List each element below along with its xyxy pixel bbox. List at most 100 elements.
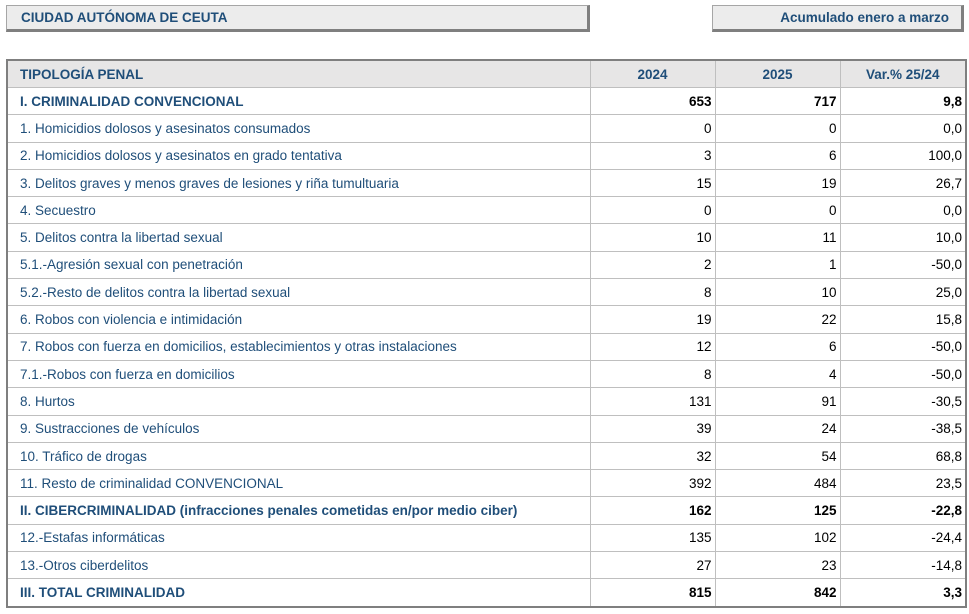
table-row: 5.1.-Agresión sexual con penetración 2 1 -5…: [6, 250, 967, 280]
table-row: 7. Robos con fuerza en domicilios, estab…: [6, 332, 967, 361]
table-row: 3. Delitos graves y menos graves de lesi…: [6, 168, 967, 198]
value-2025: 717: [714, 86, 841, 116]
value-2025: 54: [714, 441, 841, 471]
table-row: 12.-Estafas informáticas 135 102 -24,4: [6, 523, 967, 553]
value-2024: 815: [589, 578, 716, 608]
row-label: 7. Robos con fuerza en domicilios, estab…: [6, 332, 591, 361]
value-2024: 2: [589, 250, 716, 280]
row-label: 9. Sustracciones de vehículos: [6, 414, 591, 443]
value-2025: 23: [714, 551, 841, 580]
value-2024: 0: [589, 196, 716, 225]
row-label: 12.-Estafas informáticas: [6, 523, 591, 553]
row-label: 5.2.-Resto de delitos contra la libertad…: [6, 278, 591, 307]
value-2024: 392: [589, 469, 716, 498]
variation-value: -14,8: [839, 551, 967, 580]
variation-value: 9,8: [839, 86, 967, 116]
variation-value: -30,5: [839, 387, 967, 416]
table-row: 9. Sustracciones de vehículos 39 24 -38,5: [6, 414, 967, 443]
row-label: 1. Homicidios dolosos y asesinatos consu…: [6, 114, 591, 143]
value-2025: 11: [714, 223, 841, 252]
value-2024: 39: [589, 414, 716, 443]
value-2024: 12: [589, 332, 716, 361]
variation-value: 23,5: [839, 469, 967, 498]
value-2025: 842: [714, 578, 841, 608]
variation-value: 0,0: [839, 114, 967, 143]
variation-value: 3,3: [839, 578, 967, 608]
variation-value: 26,7: [839, 168, 967, 198]
value-2024: 135: [589, 523, 716, 553]
value-2024: 162: [589, 496, 716, 525]
region-title: CIUDAD AUTÓNOMA DE CEUTA: [6, 5, 590, 32]
row-label: 11. Resto de criminalidad CONVENCIONAL: [6, 469, 591, 498]
value-2025: 10: [714, 278, 841, 307]
value-2025: 91: [714, 387, 841, 416]
table-row: 5. Delitos contra la libertad sexual 10 11…: [6, 223, 967, 252]
variation-value: -24,4: [839, 523, 967, 553]
variation-value: 100,0: [839, 141, 967, 170]
variation-value: -50,0: [839, 359, 967, 389]
table-row: II. CIBERCRIMINALIDAD (infracciones pena…: [6, 496, 967, 525]
variation-value: -50,0: [839, 332, 967, 361]
row-label: 10. Tráfico de drogas: [6, 441, 591, 471]
variation-value: 25,0: [839, 278, 967, 307]
column-header-2025: 2025: [714, 59, 841, 88]
row-label: 5.1.-Agresión sexual con penetración: [6, 250, 591, 280]
value-2025: 102: [714, 523, 841, 553]
value-2024: 10: [589, 223, 716, 252]
row-label: 8. Hurtos: [6, 387, 591, 416]
table-header-row: TIPOLOGÍA PENAL 2024 2025 Var.% 25/24: [6, 59, 967, 88]
row-label: I. CRIMINALIDAD CONVENCIONAL: [6, 86, 591, 116]
column-header-tipologia: TIPOLOGÍA PENAL: [6, 59, 591, 88]
table-row: 6. Robos con violencia e intimidación 19 2…: [6, 305, 967, 334]
variation-value: -22,8: [839, 496, 967, 525]
value-2024: 27: [589, 551, 716, 580]
variation-value: -38,5: [839, 414, 967, 443]
row-label: 6. Robos con violencia e intimidación: [6, 305, 591, 334]
value-2024: 15: [589, 168, 716, 198]
value-2024: 3: [589, 141, 716, 170]
variation-value: 10,0: [839, 223, 967, 252]
table-row: 8. Hurtos 131 91 -30,5: [6, 387, 967, 416]
crime-statistics-table: TIPOLOGÍA PENAL 2024 2025 Var.% 25/24 I.…: [6, 59, 967, 608]
table-row: III. TOTAL CRIMINALIDAD 815 842 3,3: [6, 578, 967, 608]
value-2024: 8: [589, 359, 716, 389]
value-2025: 0: [714, 196, 841, 225]
row-label: III. TOTAL CRIMINALIDAD: [6, 578, 591, 608]
table-row: 2. Homicidios dolosos y asesinatos en gr…: [6, 141, 967, 170]
table-row: 11. Resto de criminalidad CONVENCIONAL 39…: [6, 469, 967, 498]
value-2024: 32: [589, 441, 716, 471]
value-2025: 6: [714, 332, 841, 361]
value-2025: 6: [714, 141, 841, 170]
table-row: 5.2.-Resto de delitos contra la libertad…: [6, 278, 967, 307]
value-2025: 19: [714, 168, 841, 198]
value-2024: 653: [589, 86, 716, 116]
variation-value: 15,8: [839, 305, 967, 334]
value-2025: 125: [714, 496, 841, 525]
value-2024: 8: [589, 278, 716, 307]
value-2024: 19: [589, 305, 716, 334]
value-2025: 0: [714, 114, 841, 143]
row-label: 13.-Otros ciberdelitos: [6, 551, 591, 580]
value-2025: 4: [714, 359, 841, 389]
table-row: 4. Secuestro 0 0 0,0: [6, 196, 967, 225]
value-2025: 22: [714, 305, 841, 334]
table-row: 7.1.-Robos con fuerza en domicilios 8 4 -50…: [6, 359, 967, 389]
row-label: 5. Delitos contra la libertad sexual: [6, 223, 591, 252]
value-2024: 131: [589, 387, 716, 416]
row-label: 4. Secuestro: [6, 196, 591, 225]
table-row: 1. Homicidios dolosos y asesinatos consu…: [6, 114, 967, 143]
table-row: 13.-Otros ciberdelitos 27 23 -14,8: [6, 551, 967, 580]
row-label: 3. Delitos graves y menos graves de lesi…: [6, 168, 591, 198]
row-label: 2. Homicidios dolosos y asesinatos en gr…: [6, 141, 591, 170]
value-2025: 24: [714, 414, 841, 443]
variation-value: 68,8: [839, 441, 967, 471]
table-row: 10. Tráfico de drogas 32 54 68,8: [6, 441, 967, 471]
value-2025: 484: [714, 469, 841, 498]
table-body: I. CRIMINALIDAD CONVENCIONAL 653 717 9,8 1. …: [6, 86, 967, 608]
period-label: Acumulado enero a marzo: [712, 5, 964, 32]
row-label: II. CIBERCRIMINALIDAD (infracciones pena…: [6, 496, 591, 525]
table-row: I. CRIMINALIDAD CONVENCIONAL 653 717 9,8: [6, 86, 967, 116]
variation-value: 0,0: [839, 196, 967, 225]
value-2024: 0: [589, 114, 716, 143]
value-2025: 1: [714, 250, 841, 280]
